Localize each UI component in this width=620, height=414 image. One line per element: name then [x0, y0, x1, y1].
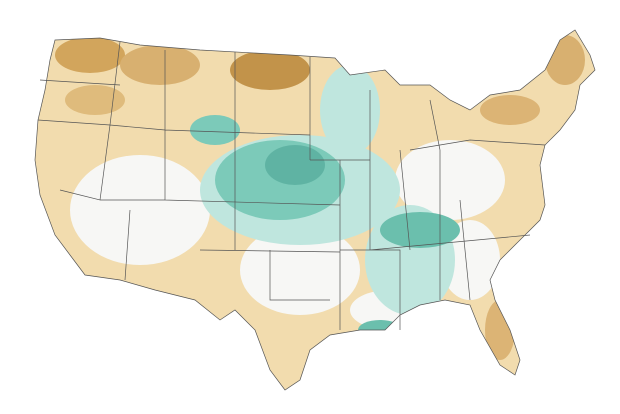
map-region [120, 45, 200, 85]
map-region [545, 35, 585, 85]
state-borders [34, 29, 596, 391]
map-region [320, 65, 380, 155]
map-region [440, 220, 500, 300]
map-region [65, 85, 125, 115]
map-region [70, 155, 210, 265]
map-region [37, 41, 546, 330]
map-region [55, 37, 125, 73]
map-region [34, 29, 596, 391]
map-region [265, 145, 325, 185]
map-region [230, 50, 310, 90]
map-region [480, 95, 540, 125]
map-region [485, 300, 515, 360]
map-region [190, 115, 240, 145]
map-region [395, 140, 505, 220]
